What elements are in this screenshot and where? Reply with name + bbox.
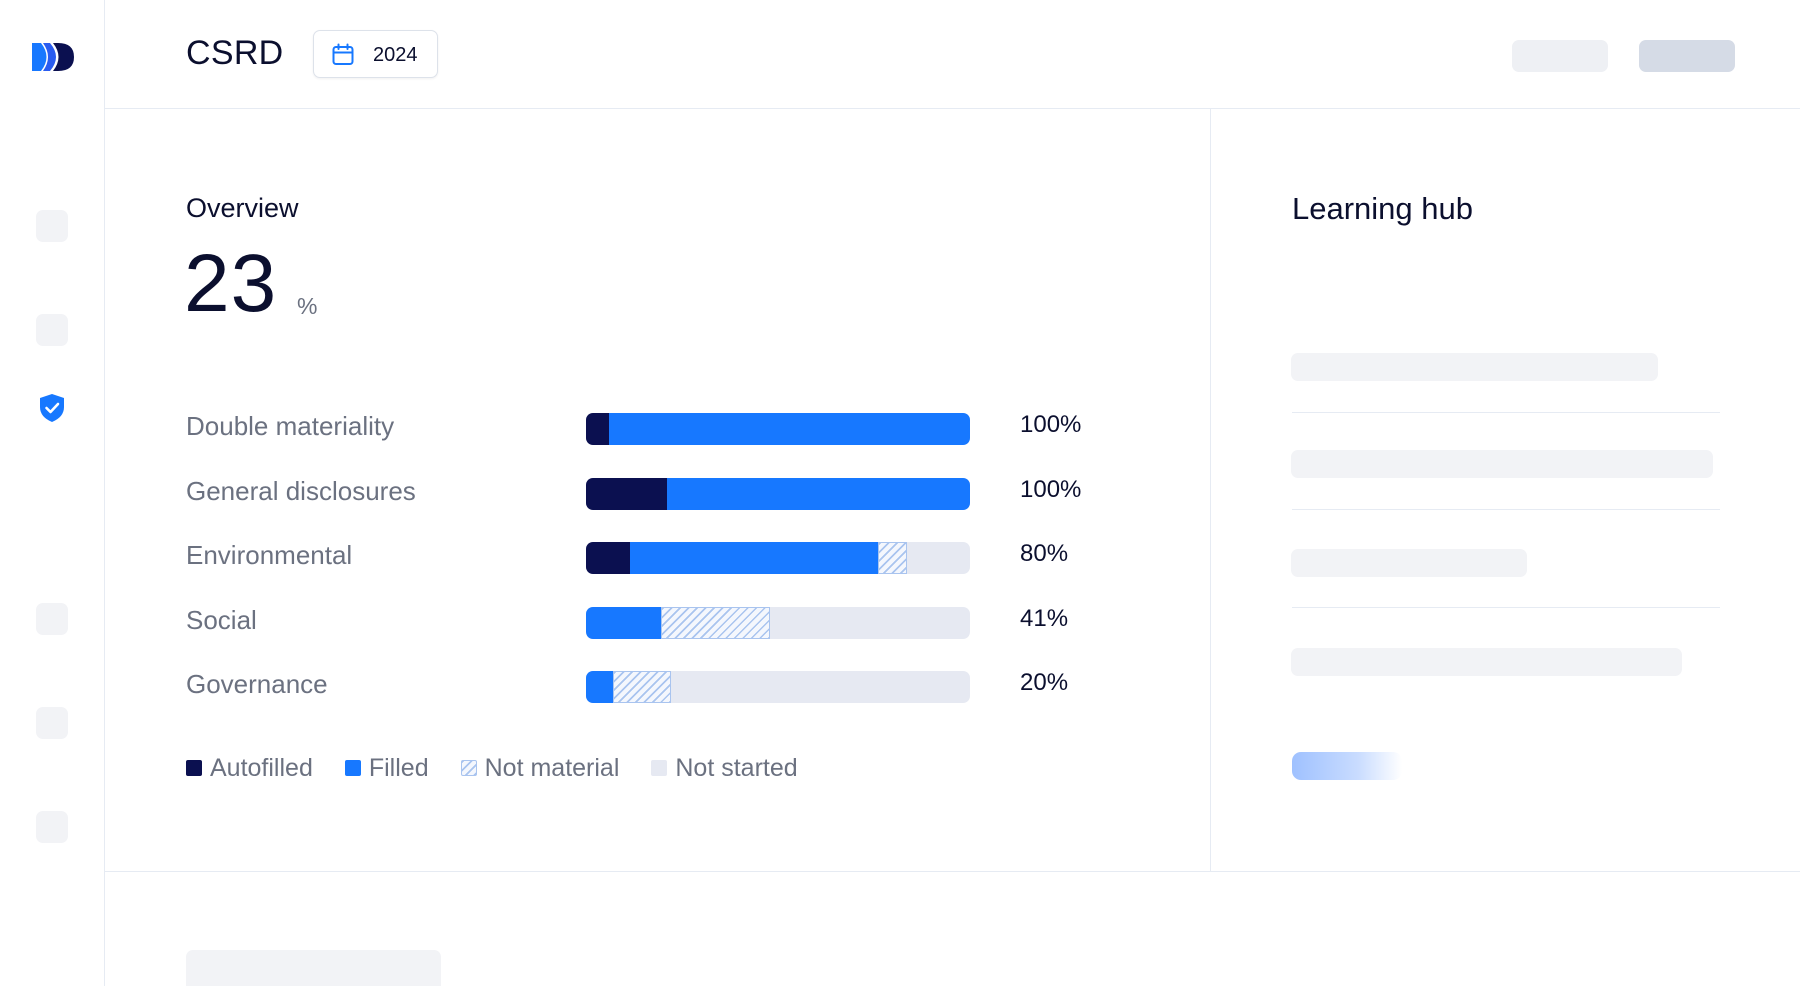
learning-progress-placeholder: [1292, 752, 1402, 780]
row-percent: 20%: [1020, 669, 1069, 696]
bottom-card-placeholder: [186, 950, 441, 986]
overall-percent-unit: %: [297, 293, 318, 319]
legend-swatch: [651, 760, 668, 776]
progress-row[interactable]: Environmental 80%: [186, 536, 1136, 576]
row-percent: 80%: [1020, 540, 1069, 567]
row-label: Double materiality: [186, 411, 395, 441]
row-label: General disclosures: [186, 476, 416, 506]
top-bar: CSRD 2024: [105, 0, 1800, 109]
row-label: Environmental: [186, 540, 353, 570]
legend: Autofilled Filled Not material Not start…: [186, 753, 830, 783]
calendar-icon: [332, 43, 354, 65]
progress-row[interactable]: Governance 20%: [186, 665, 1136, 705]
header-action-placeholder-2[interactable]: [1639, 40, 1735, 72]
progress-row[interactable]: Double materiality 100%: [186, 407, 1136, 447]
bar-segment-not-material: [613, 671, 671, 703]
row-label: Social: [186, 605, 257, 635]
legend-label: Filled: [368, 753, 429, 782]
legend-item-autofilled: Autofilled: [186, 754, 313, 783]
progress-bar: [586, 413, 970, 445]
learning-item-placeholder[interactable]: [1291, 549, 1527, 577]
sidebar-item-5[interactable]: [36, 707, 68, 739]
sidebar-item-2[interactable]: [36, 314, 68, 346]
sidebar-item-6[interactable]: [36, 811, 68, 843]
shield-check-icon[interactable]: [37, 392, 67, 424]
learning-hub-panel: Learning hub: [1212, 109, 1800, 871]
bar-segment-filled: [609, 413, 970, 445]
overview-panel: Overview 23 % Double materiality 100% Ge…: [105, 109, 1211, 871]
bar-segment-filled: [586, 671, 613, 703]
overall-percent: 23: [184, 238, 278, 329]
sidebar-item-4[interactable]: [36, 603, 68, 635]
legend-swatch: [186, 760, 202, 776]
learning-hub-title: Learning hub: [1292, 191, 1473, 226]
progress-bar: [586, 671, 970, 703]
bar-segment-filled: [630, 542, 878, 574]
legend-item-not-material: Not material: [460, 753, 620, 783]
bar-segment-filled: [667, 478, 970, 510]
legend-item-filled: Filled: [344, 753, 429, 783]
header-action-placeholder-1[interactable]: [1512, 40, 1608, 72]
divider: [1292, 509, 1720, 510]
bar-segment-autofilled: [586, 413, 609, 445]
page-title: CSRD: [186, 34, 284, 72]
row-percent: 100%: [1020, 476, 1082, 503]
progress-row[interactable]: Social 41%: [186, 601, 1136, 641]
year-label: 2024: [373, 44, 418, 66]
row-percent: 100%: [1020, 411, 1082, 438]
learning-item-placeholder[interactable]: [1291, 353, 1658, 381]
progress-row[interactable]: General disclosures 100%: [186, 472, 1136, 512]
row-label: Governance: [186, 669, 328, 699]
bar-segment-not-material: [661, 607, 770, 639]
bar-segment-autofilled: [586, 542, 630, 574]
bar-segment-filled: [586, 607, 661, 639]
sidebar: [0, 0, 105, 986]
bar-segment-autofilled: [586, 478, 667, 510]
year-selector-button[interactable]: 2024: [313, 30, 438, 78]
sidebar-item-1[interactable]: [36, 210, 68, 242]
brand-logo-icon[interactable]: [30, 40, 75, 74]
divider: [1292, 607, 1720, 608]
legend-item-not-started: Not started: [651, 753, 798, 783]
legend-label: Not material: [484, 753, 620, 782]
bar-segment-not-material: [878, 542, 907, 574]
overview-title: Overview: [186, 193, 299, 223]
progress-bar: [586, 478, 970, 510]
bottom-section: [105, 871, 1800, 986]
legend-swatch: [344, 760, 361, 776]
divider: [1292, 412, 1720, 413]
legend-label: Autofilled: [210, 753, 313, 782]
learning-item-placeholder[interactable]: [1291, 648, 1682, 676]
progress-bar: [586, 542, 970, 574]
legend-label: Not started: [675, 753, 798, 782]
progress-bar: [586, 607, 970, 639]
legend-swatch: [460, 760, 477, 776]
learning-item-placeholder[interactable]: [1291, 450, 1713, 478]
row-percent: 41%: [1020, 605, 1069, 632]
